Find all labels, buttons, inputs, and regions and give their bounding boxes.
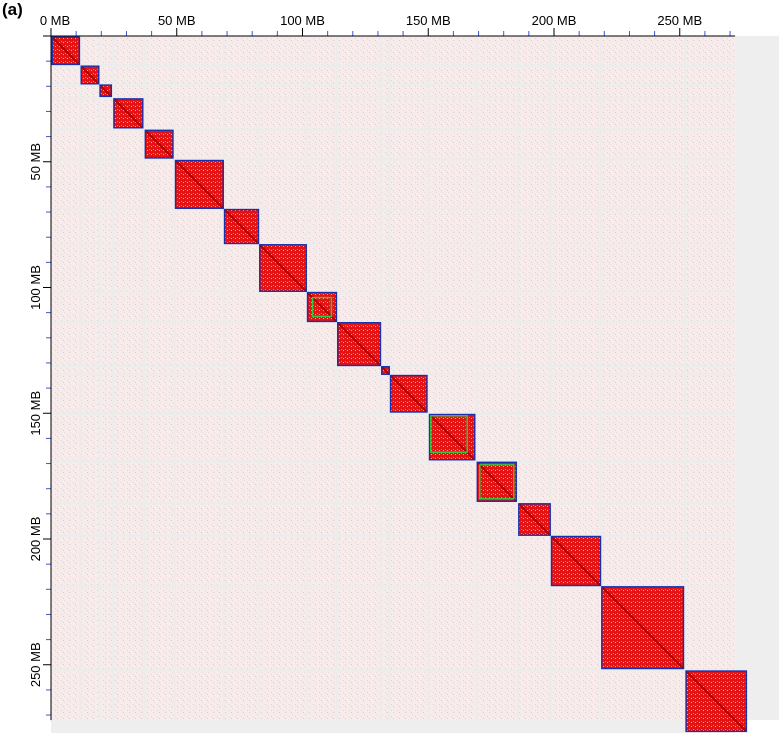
boundary-gap-vertical xyxy=(335,36,339,721)
chromosome-box xyxy=(337,322,382,367)
chromosome-box xyxy=(389,374,428,413)
y-tick-label: 100 MB xyxy=(28,265,43,310)
heatmap-margin-bottom xyxy=(51,720,736,733)
boundary-gap-horizontal xyxy=(51,128,736,131)
chromosome-box xyxy=(144,129,174,159)
chromosome-diagonal xyxy=(685,670,748,733)
chromosome-diagonal xyxy=(51,36,81,66)
chromosome-diagonal xyxy=(174,159,224,209)
x-tick-label: 200 MB xyxy=(532,13,577,28)
boundary-gap-vertical xyxy=(379,36,383,721)
chromosome-box xyxy=(306,291,338,323)
chromosome-box xyxy=(80,65,100,85)
boundary-gap-vertical xyxy=(549,36,552,721)
boundary-gap-vertical xyxy=(388,36,392,721)
heatmap-margin-right xyxy=(735,36,779,721)
y-axis-ticks xyxy=(43,35,52,721)
x-tick-label: 0 MB xyxy=(40,13,70,28)
chromosome-diagonal xyxy=(337,322,382,367)
boundary-gap-vertical xyxy=(143,36,146,721)
boundary-gap-horizontal xyxy=(51,584,736,588)
boundary-gap-horizontal xyxy=(51,207,736,211)
chromosome-box xyxy=(550,535,602,587)
chromosome-box xyxy=(476,461,517,502)
boundary-gap-horizontal xyxy=(51,534,736,537)
x-axis-ticks xyxy=(50,28,736,37)
boundary-gap-vertical xyxy=(98,36,101,721)
boundary-gap-vertical xyxy=(257,36,261,721)
y-tick-label: 50 MB xyxy=(28,143,43,181)
y-axis-labels: 50 MB 100 MB 150 MB 200 MB 250 MB xyxy=(28,143,43,687)
boundary-gap-horizontal xyxy=(51,669,736,672)
chromosome-box xyxy=(51,36,81,66)
chromosome-box xyxy=(174,159,224,209)
boundary-gap-horizontal xyxy=(51,242,736,246)
chromosome-box xyxy=(428,413,476,461)
chromosome-box xyxy=(518,503,551,536)
chromosome-diagonal xyxy=(601,586,685,670)
boundary-gap-vertical xyxy=(222,36,226,721)
x-tick-label: 100 MB xyxy=(280,13,325,28)
boundary-gap-vertical xyxy=(516,36,520,721)
panel-label: (a) xyxy=(2,0,23,19)
x-tick-label: 150 MB xyxy=(406,13,451,28)
boundary-gap-horizontal xyxy=(51,364,736,368)
x-tick-label: 50 MB xyxy=(158,13,196,28)
boundary-gap-horizontal xyxy=(51,64,736,67)
sub-region-boxes xyxy=(311,296,515,500)
chromosome-diagonal xyxy=(389,374,428,413)
chromosome-diagonal xyxy=(144,129,174,159)
y-tick-label: 200 MB xyxy=(28,517,43,562)
chromosome-diagonal xyxy=(381,366,390,375)
chromosome-diagonal xyxy=(550,535,602,587)
boundary-gap-vertical xyxy=(173,36,176,721)
chromosome-box xyxy=(381,366,390,375)
boundary-gap-horizontal xyxy=(51,290,736,294)
boundary-gap-horizontal xyxy=(51,412,736,416)
boundary-gap-horizontal xyxy=(51,460,736,463)
chromosome-box xyxy=(601,586,685,670)
chromosome-box xyxy=(685,670,748,733)
chromosome-diagonal xyxy=(259,244,307,292)
boundary-gap-vertical xyxy=(111,36,115,721)
x-tick-label: 250 MB xyxy=(657,13,702,28)
boundary-gap-vertical xyxy=(427,36,431,721)
boundary-gap-vertical xyxy=(79,36,82,721)
boundary-gap-horizontal xyxy=(51,501,736,505)
boundary-gap-horizontal xyxy=(51,373,736,377)
chromosome-diagonal xyxy=(518,503,551,536)
boundary-gap-vertical xyxy=(684,36,687,721)
boundary-gap-horizontal xyxy=(51,158,736,161)
chromosome-diagonal xyxy=(99,84,113,98)
sub-region-box xyxy=(430,415,468,453)
chromosome-diagonal xyxy=(476,461,517,502)
chromosome-box xyxy=(113,98,144,129)
boundary-gap-horizontal xyxy=(51,83,736,86)
boundary-gap-vertical xyxy=(599,36,603,721)
chromosome-diagonal xyxy=(113,98,144,129)
boundary-gap-vertical xyxy=(305,36,309,721)
boundary-gap-horizontal xyxy=(51,320,736,324)
chromosome-diagonal xyxy=(223,208,260,245)
chromosome-diagonal xyxy=(80,65,100,85)
chromosome-box xyxy=(223,208,260,245)
x-axis-labels: 0 MB 50 MB 100 MB 150 MB 200 MB 250 MB xyxy=(40,13,702,28)
boundary-gap-vertical xyxy=(475,36,478,721)
chromosome-box xyxy=(259,244,307,292)
boundary-gap-horizontal xyxy=(51,96,736,100)
y-tick-label: 250 MB xyxy=(28,642,43,687)
y-tick-label: 150 MB xyxy=(28,391,43,436)
chromosome-box xyxy=(99,84,113,98)
sub-region-box xyxy=(479,464,515,500)
sub-region-box xyxy=(311,296,333,318)
